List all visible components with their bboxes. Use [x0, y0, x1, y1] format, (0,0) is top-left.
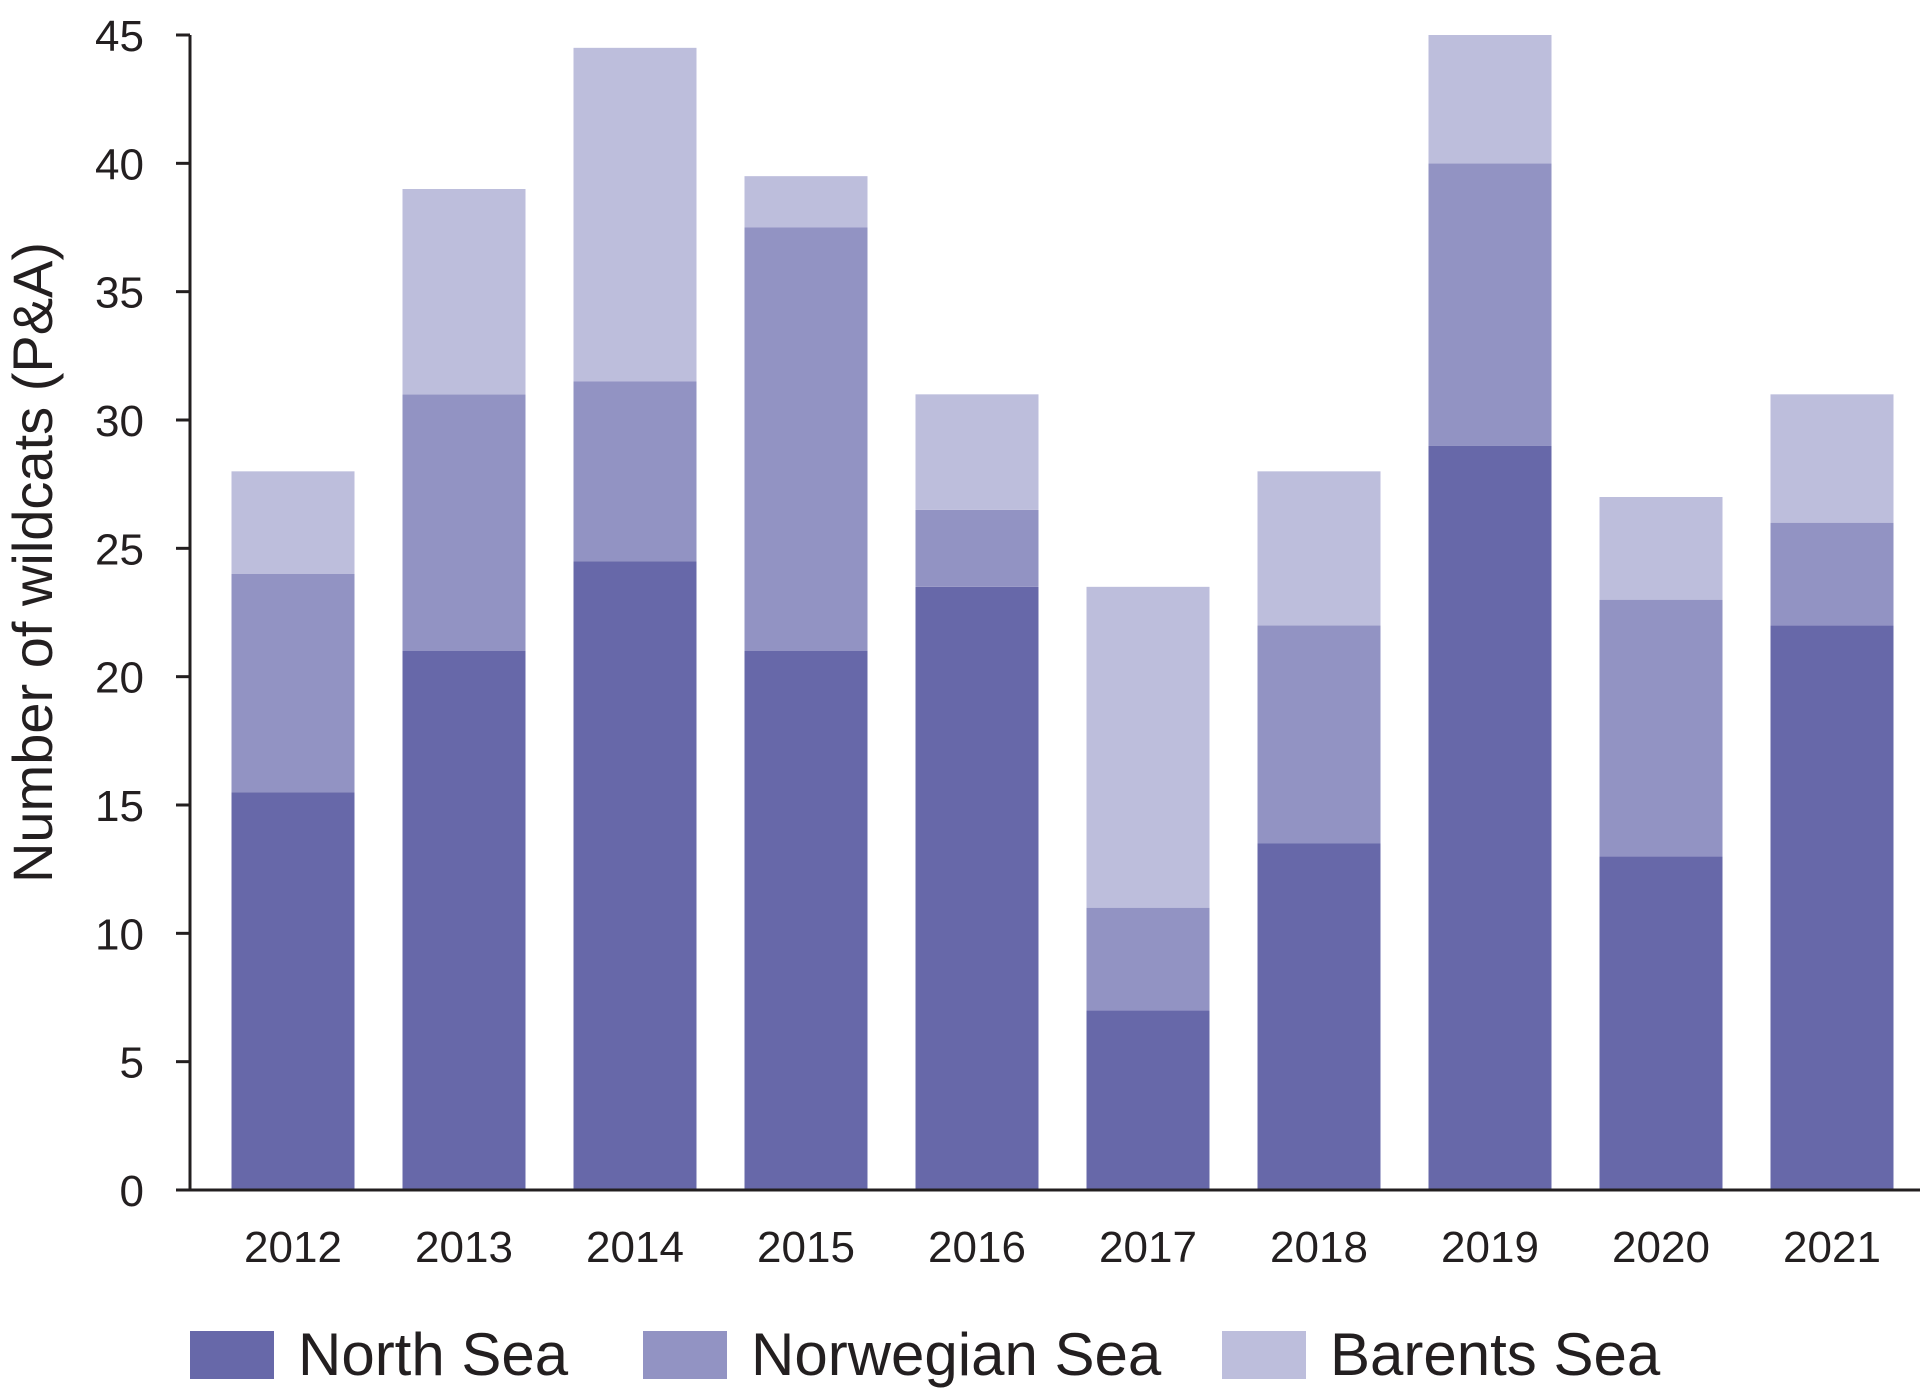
bar-barents-sea-2014	[573, 47, 697, 382]
legend: North Sea Norwegian Sea Barents Sea	[190, 1321, 1661, 1388]
x-tick-label: 2012	[244, 1223, 342, 1272]
bar-norwegian-sea-2016	[915, 509, 1039, 587]
x-tick-label: 2019	[1441, 1223, 1539, 1272]
x-tick-label: 2018	[1270, 1223, 1368, 1272]
bar-norwegian-sea-2013	[402, 394, 526, 651]
y-tick-label: 10	[95, 910, 144, 959]
bar-north-sea-2021	[1770, 625, 1894, 1190]
bar-norwegian-sea-2019	[1428, 163, 1552, 446]
y-tick-label: 45	[95, 12, 144, 61]
bar-north-sea-2015	[744, 651, 868, 1190]
y-tick-label: 15	[95, 782, 144, 831]
bar-barents-sea-2012	[231, 471, 355, 574]
legend-swatch-north-sea	[190, 1331, 274, 1379]
x-axis-ticks: 2012 2013 2014 2015 2016 2017 2018 2019 2020 2021	[244, 1223, 1881, 1272]
bar-barents-sea-2018	[1257, 471, 1381, 626]
x-tick-label: 2017	[1099, 1223, 1197, 1272]
bars-group	[231, 35, 1894, 1191]
y-tick-label: 25	[95, 525, 144, 574]
legend-swatch-barents-sea	[1222, 1331, 1306, 1379]
bar-north-sea-2014	[573, 561, 697, 1190]
bar-barents-sea-2016	[915, 394, 1039, 510]
bar-norwegian-sea-2012	[231, 574, 355, 793]
x-tick-label: 2020	[1612, 1223, 1710, 1272]
y-tick-label: 5	[120, 1039, 144, 1088]
x-tick-label: 2016	[928, 1223, 1026, 1272]
bar-barents-sea-2019	[1428, 35, 1552, 164]
y-tick-label: 0	[120, 1167, 144, 1216]
x-tick-label: 2014	[586, 1223, 684, 1272]
bar-norwegian-sea-2015	[744, 227, 868, 651]
bar-barents-sea-2021	[1770, 394, 1894, 523]
y-tick-label: 35	[95, 269, 144, 318]
x-tick-label: 2013	[415, 1223, 513, 1272]
bar-barents-sea-2013	[402, 189, 526, 395]
y-axis-ticks: 0 5 10 15 20 25 30 35 40 45	[95, 12, 190, 1216]
bar-norwegian-sea-2014	[573, 381, 697, 562]
y-axis-label: Number of wildcats (P&A)	[1, 242, 64, 883]
bar-norwegian-sea-2018	[1257, 625, 1381, 844]
bar-north-sea-2013	[402, 651, 526, 1190]
x-tick-label: 2021	[1783, 1223, 1881, 1272]
x-tick-label: 2015	[757, 1223, 855, 1272]
y-tick-label: 30	[95, 397, 144, 446]
y-tick-label: 20	[95, 654, 144, 703]
bar-barents-sea-2017	[1086, 586, 1210, 908]
bar-norwegian-sea-2020	[1599, 599, 1723, 857]
legend-swatch-norwegian-sea	[643, 1331, 727, 1379]
bar-north-sea-2020	[1599, 856, 1723, 1190]
legend-label-barents-sea: Barents Sea	[1330, 1321, 1661, 1388]
legend-label-norwegian-sea: Norwegian Sea	[751, 1321, 1162, 1388]
bar-north-sea-2012	[231, 792, 355, 1190]
bar-norwegian-sea-2021	[1770, 522, 1894, 626]
bar-north-sea-2018	[1257, 843, 1381, 1190]
y-tick-label: 40	[95, 140, 144, 189]
bar-north-sea-2017	[1086, 1010, 1210, 1190]
bar-norwegian-sea-2017	[1086, 907, 1210, 1011]
legend-label-north-sea: North Sea	[298, 1321, 569, 1388]
bar-barents-sea-2015	[744, 176, 868, 228]
bar-north-sea-2016	[915, 586, 1039, 1190]
bar-north-sea-2019	[1428, 445, 1552, 1191]
bar-barents-sea-2020	[1599, 497, 1723, 600]
